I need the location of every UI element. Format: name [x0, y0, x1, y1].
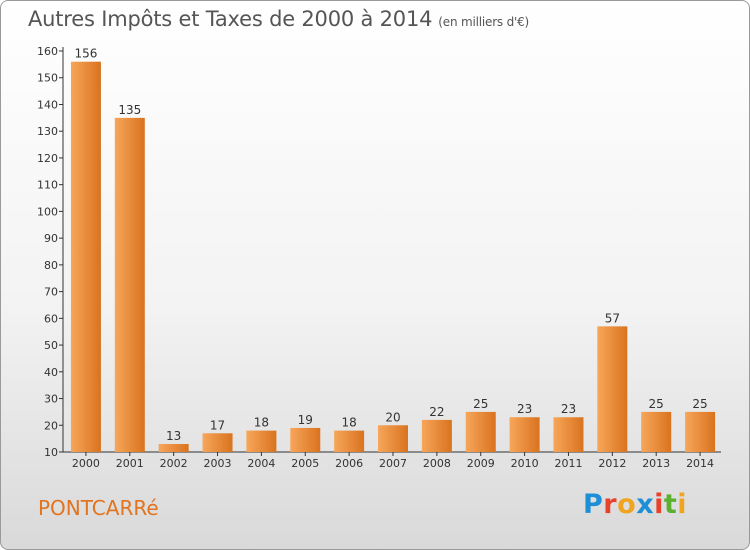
y-tick-label: 10 — [44, 446, 58, 459]
x-tick-label: 2014 — [686, 457, 714, 470]
x-tick-label: 2013 — [642, 457, 670, 470]
bar-value-label: 25 — [692, 397, 707, 411]
y-tick-label: 50 — [44, 339, 58, 352]
y-tick-label: 30 — [44, 393, 58, 406]
bar-value-label: 20 — [385, 410, 400, 424]
proxiti-logo: Proxiti — [583, 489, 687, 520]
bar-value-label: 19 — [298, 413, 313, 427]
commune-name: PONTCARRé — [38, 496, 159, 520]
y-tick-label: 40 — [44, 366, 58, 379]
bar — [246, 430, 277, 452]
bar-value-label: 25 — [473, 397, 488, 411]
bar — [334, 430, 365, 452]
bar — [509, 417, 540, 452]
x-tick-label: 2000 — [72, 457, 100, 470]
chart-title-text: Autres Impôts et Taxes de 2000 à 2014 — [28, 7, 433, 31]
logo-letter: t — [663, 489, 678, 520]
bar — [465, 411, 496, 452]
logo-letter: i — [654, 489, 664, 520]
y-tick-label: 110 — [37, 179, 58, 192]
x-tick-label: 2005 — [291, 457, 319, 470]
bar-value-label: 18 — [341, 416, 356, 430]
y-tick-label: 90 — [44, 232, 58, 245]
y-tick-label: 160 — [37, 45, 58, 58]
logo-letter: i — [677, 489, 688, 520]
bar — [685, 411, 716, 452]
bar-value-label: 23 — [561, 402, 576, 416]
x-tick-label: 2008 — [423, 457, 451, 470]
x-tick-label: 2004 — [247, 457, 275, 470]
y-tick-label: 150 — [37, 72, 58, 85]
y-tick-label: 120 — [37, 152, 58, 165]
logo-letter: r — [603, 489, 618, 520]
bar-value-label: 135 — [118, 103, 141, 117]
bar-value-label: 13 — [166, 429, 181, 443]
y-tick-label: 130 — [37, 125, 58, 138]
x-tick-label: 2007 — [379, 457, 407, 470]
logo-letter: o — [617, 489, 637, 520]
chart-title: Autres Impôts et Taxes de 2000 à 2014 (en… — [28, 7, 529, 31]
bar — [158, 443, 189, 452]
bar-value-label: 57 — [605, 311, 620, 325]
bar — [70, 61, 101, 453]
bar — [378, 425, 408, 452]
x-tick-label: 2010 — [511, 457, 539, 470]
x-tick-label: 2002 — [160, 457, 188, 470]
bar — [290, 427, 321, 452]
bar — [114, 117, 145, 452]
y-tick-label: 140 — [37, 98, 58, 111]
y-tick-label: 80 — [44, 259, 58, 272]
x-tick-label: 2012 — [598, 457, 626, 470]
bar-value-label: 17 — [210, 418, 225, 432]
x-tick-label: 2001 — [116, 457, 144, 470]
bar-value-label: 18 — [254, 416, 269, 430]
chart-unit-note: (en milliers d'€) — [438, 15, 530, 29]
x-tick-label: 2006 — [335, 457, 363, 470]
bar — [597, 326, 628, 452]
bar-value-label: 23 — [517, 402, 532, 416]
y-tick-label: 20 — [44, 419, 58, 432]
bar — [641, 411, 672, 452]
y-tick-label: 100 — [37, 205, 58, 218]
y-tick-label: 70 — [44, 286, 58, 299]
y-tick-label: 60 — [44, 312, 58, 325]
bar-value-label: 22 — [429, 405, 444, 419]
x-tick-label: 2011 — [554, 457, 582, 470]
x-tick-label: 2003 — [204, 457, 232, 470]
x-tick-label: 2009 — [467, 457, 495, 470]
bar — [553, 417, 584, 452]
bar — [421, 419, 452, 452]
logo-letter: x — [636, 489, 655, 520]
logo-letter: P — [583, 489, 604, 520]
bar-value-label: 25 — [649, 397, 664, 411]
bar-value-label: 156 — [74, 47, 97, 61]
bar — [202, 433, 233, 452]
